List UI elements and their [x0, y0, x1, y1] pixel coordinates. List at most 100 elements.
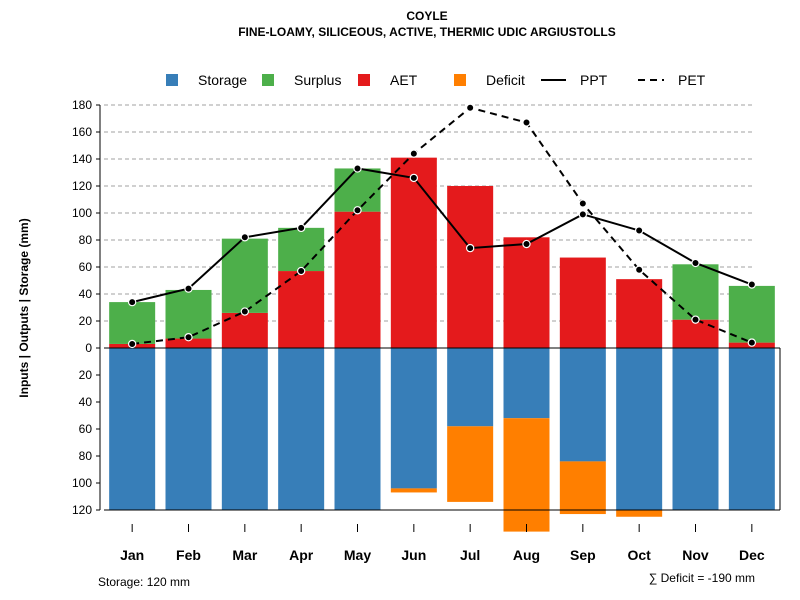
- chart-subtitle: FINE-LOAMY, SILICEOUS, ACTIVE, THERMIC U…: [238, 25, 616, 39]
- month-label: Sep: [570, 547, 596, 563]
- month-label: Apr: [289, 547, 314, 563]
- aet-bar: [165, 338, 212, 348]
- deficit-bar: [559, 461, 606, 515]
- storage-bar: [616, 348, 663, 510]
- legend-swatch-storage: [166, 74, 178, 86]
- month-label: Jan: [120, 547, 144, 563]
- legend-label-storage: Storage: [198, 72, 247, 88]
- y-tick-label: 80: [79, 233, 93, 247]
- pet-point: [184, 333, 193, 342]
- pet-point: [634, 265, 644, 274]
- y-tick-label: 60: [79, 260, 93, 274]
- ppt-point: [409, 173, 419, 183]
- surplus-bar: [221, 238, 268, 313]
- storage-bar: [390, 348, 437, 489]
- surplus-bar: [728, 285, 775, 343]
- legend: Storage Surplus AET Deficit PPT PET: [166, 72, 706, 88]
- deficit-bar: [390, 488, 437, 493]
- storage-bar: [447, 348, 494, 427]
- month-label: Jul: [460, 547, 480, 563]
- axes: 180 160 140 120 100 80 60 40 20 0 20 40 60 80 100 120 Ja…: [72, 98, 781, 563]
- y-tick-label: 120: [72, 503, 92, 517]
- month-label: Dec: [739, 547, 765, 563]
- ppt-point: [578, 210, 588, 219]
- pet-point: [578, 199, 588, 208]
- pet-point: [409, 149, 419, 158]
- storage-bar: [221, 348, 268, 510]
- storage-bar: [165, 348, 212, 510]
- y-tick-label: 0: [85, 341, 92, 355]
- y-tick-label: 100: [72, 206, 92, 220]
- pet-point: [240, 307, 250, 316]
- month-label: Feb: [176, 547, 201, 563]
- surplus-bar: [334, 168, 381, 212]
- deficit-bar: [503, 418, 550, 532]
- y-tick-label: 160: [72, 125, 92, 139]
- ppt-point: [296, 223, 306, 233]
- y-tick-label: 180: [72, 98, 92, 112]
- month-label: Nov: [682, 547, 709, 563]
- legend-label-pet: PET: [678, 72, 706, 88]
- storage-bar: [109, 348, 156, 510]
- aet-bar: [390, 157, 437, 348]
- aet-bar: [616, 279, 663, 348]
- legend-swatch-surplus: [262, 74, 274, 86]
- aet-bar: [672, 319, 719, 348]
- month-label: Jun: [401, 547, 426, 563]
- month-label: Oct: [627, 547, 651, 563]
- pet-point: [296, 266, 306, 276]
- storage-bar: [559, 348, 606, 462]
- aet-bar: [503, 237, 550, 348]
- deficit-bar: [447, 426, 494, 502]
- legend-swatch-deficit: [454, 74, 466, 86]
- surplus-bar: [165, 289, 212, 339]
- legend-label-ppt: PPT: [580, 72, 608, 88]
- surplus-bar: [109, 302, 156, 344]
- storage-bar: [334, 348, 381, 510]
- ppt-point: [465, 243, 475, 253]
- y-tick-label: 60: [79, 422, 93, 436]
- legend-label-deficit: Deficit: [486, 72, 525, 88]
- month-label: May: [344, 547, 371, 563]
- lines: [127, 103, 757, 349]
- storage-footnote: Storage: 120 mm: [98, 575, 190, 589]
- storage-bar: [503, 348, 550, 419]
- aet-bar: [334, 211, 381, 348]
- storage-bar: [728, 348, 775, 510]
- deficit-sum-footnote: ∑ Deficit = -190 mm: [649, 571, 755, 585]
- storage-bar: [672, 348, 719, 510]
- storage-bar: [278, 348, 325, 510]
- aet-bar: [447, 186, 494, 348]
- ppt-point: [634, 226, 644, 235]
- legend-label-aet: AET: [390, 72, 418, 88]
- pet-line: [132, 106, 753, 345]
- aet-bar: [559, 257, 606, 348]
- bars: [109, 157, 775, 532]
- deficit-bar: [616, 510, 663, 517]
- aet-bar: [278, 271, 325, 348]
- y-tick-label: 80: [79, 449, 93, 463]
- y-tick-label: 140: [72, 152, 92, 166]
- ppt-point: [127, 297, 137, 307]
- pet-point: [691, 315, 700, 324]
- pet-point: [353, 206, 362, 215]
- pet-point: [747, 338, 757, 347]
- chart-title: COYLE: [406, 9, 447, 23]
- pet-point: [127, 339, 137, 349]
- y-tick-label: 40: [79, 287, 93, 301]
- y-tick-label: 40: [79, 395, 93, 409]
- ppt-point: [184, 284, 193, 293]
- legend-swatch-aet: [358, 74, 370, 86]
- pet-point: [522, 118, 531, 127]
- surplus-bar: [672, 264, 719, 320]
- ppt-line: [131, 167, 753, 304]
- ppt-point: [240, 233, 250, 242]
- ppt-point: [353, 164, 362, 173]
- month-label: Mar: [232, 547, 257, 563]
- ppt-point: [522, 239, 531, 249]
- legend-label-surplus: Surplus: [294, 72, 341, 88]
- ppt-point: [747, 280, 757, 289]
- month-label: Aug: [513, 547, 540, 563]
- y-tick-label: 20: [79, 368, 93, 382]
